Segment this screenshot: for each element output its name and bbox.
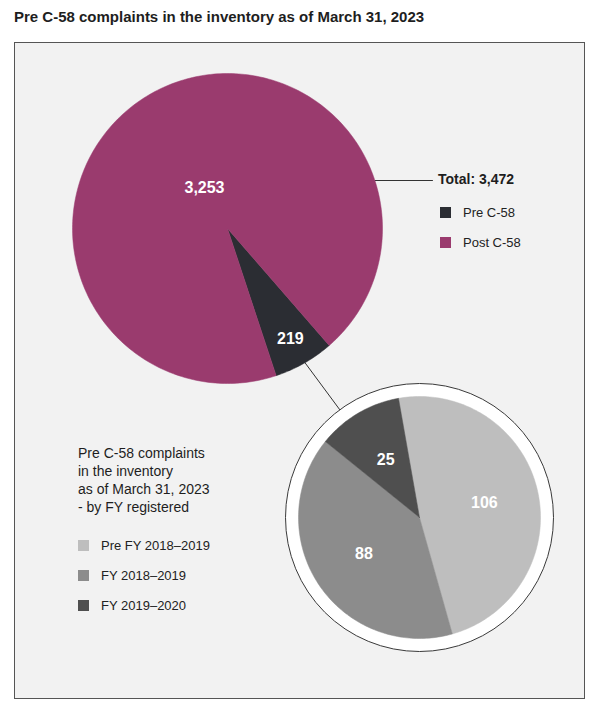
html-text:Pre FY 2018–2019: Pre FY 2018–2019 xyxy=(101,537,210,553)
svg-text:219: 219 xyxy=(277,330,304,347)
html-text:Post C-58: Post C-58 xyxy=(463,234,521,250)
html-text:Total: 3,472: Total: 3,472 xyxy=(438,171,514,187)
html-text:FY 2018–2019: FY 2018–2019 xyxy=(101,567,187,583)
svg-text:3,253: 3,253 xyxy=(184,179,224,196)
svg-text:25: 25 xyxy=(377,451,395,468)
html-text:Pre C-58 complaints in the inv: Pre C-58 complaints in the inventory as … xyxy=(14,8,425,25)
svg-text:106: 106 xyxy=(471,494,498,511)
html-text:Pre C-58 complaints in the inv: Pre C-58 complaints in the inventory as … xyxy=(78,445,210,515)
html-text:Pre C-58: Pre C-58 xyxy=(463,204,515,220)
html-text:FY 2019–2020: FY 2019–2020 xyxy=(101,597,187,613)
svg-text:88: 88 xyxy=(355,545,373,562)
